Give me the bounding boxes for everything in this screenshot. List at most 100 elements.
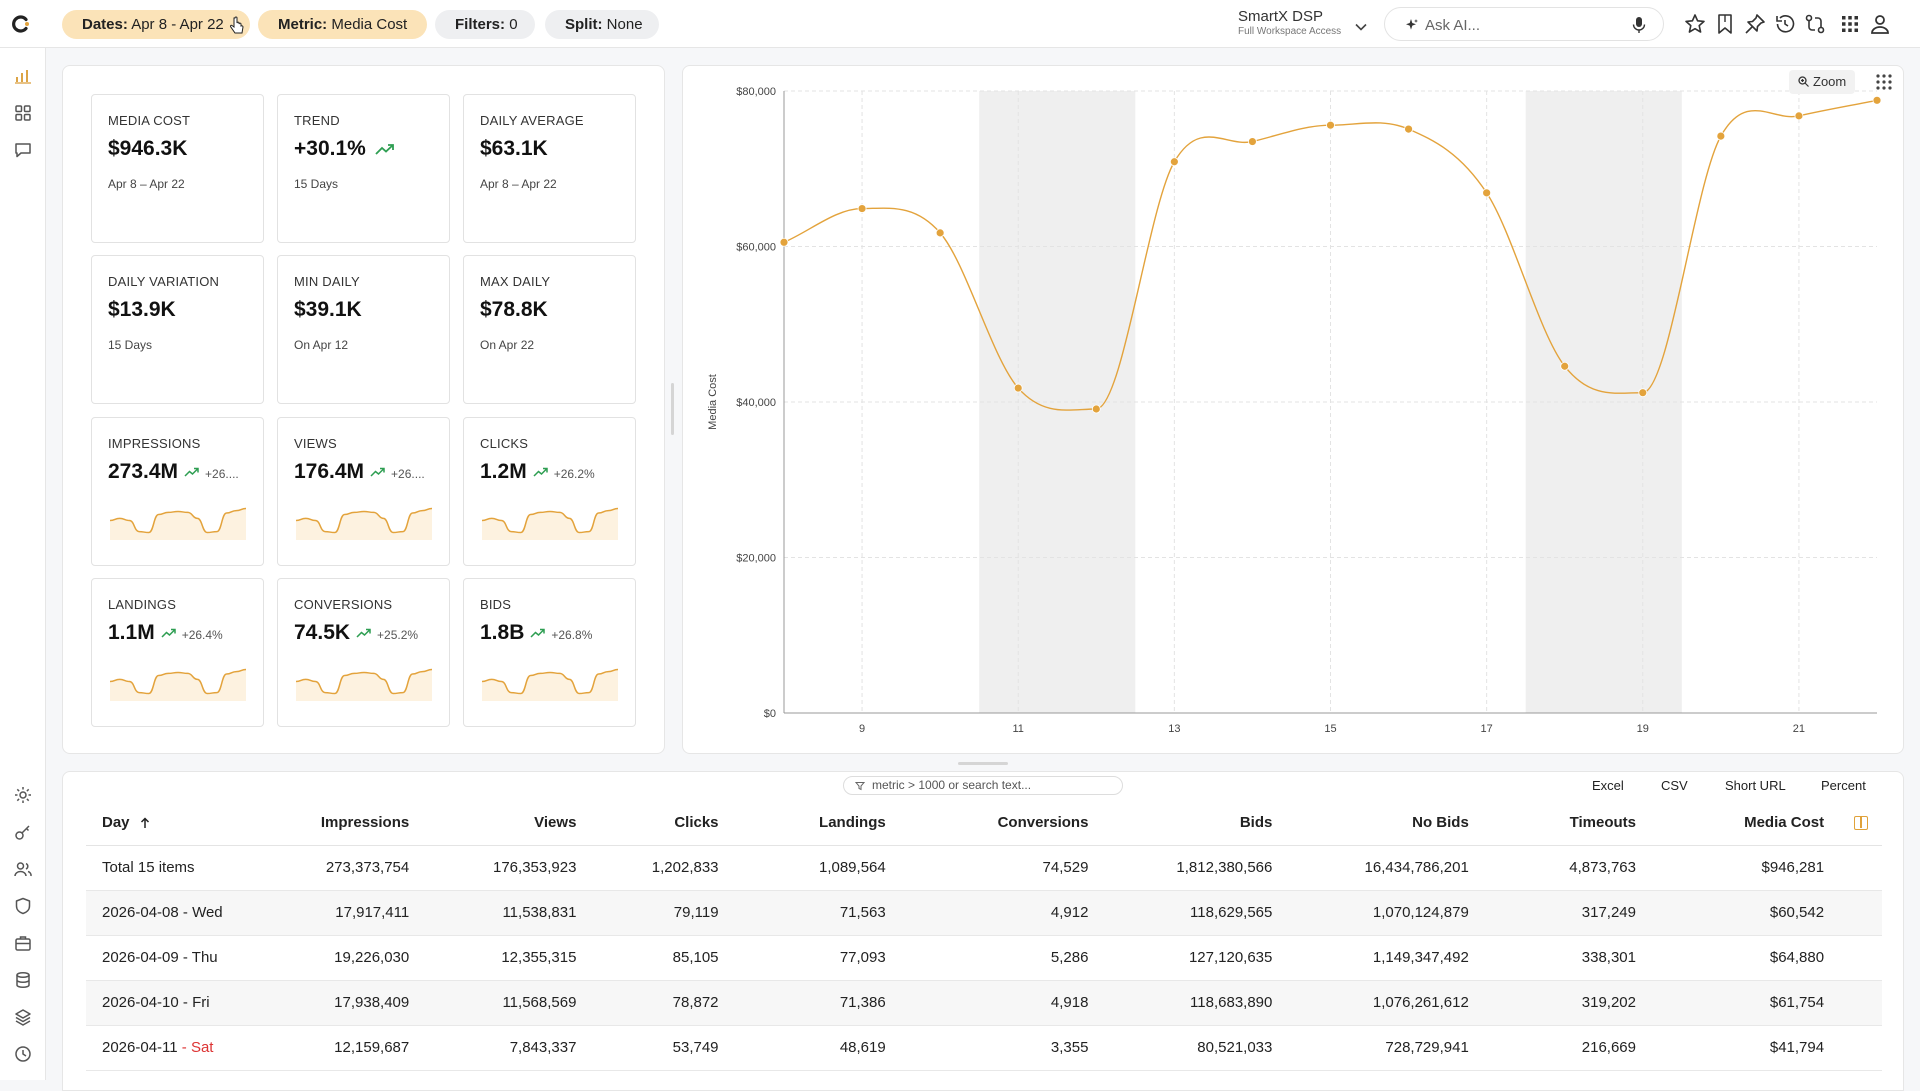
account-switcher[interactable]: SmartX DSP Full Workspace Access <box>1238 9 1368 41</box>
kpi-card-landings[interactable]: LANDINGS 1.1M +26.4% <box>91 578 264 727</box>
kpi-card-max-daily[interactable]: MAX DAILY $78.8K On Apr 22 <box>463 255 636 404</box>
history-icon[interactable] <box>1773 12 1797 36</box>
cell-media-cost: $60,542 <box>1652 890 1841 936</box>
app-logo-icon[interactable] <box>10 13 32 35</box>
y-tick-label: $80,000 <box>736 86 776 98</box>
dashboard-icon[interactable] <box>13 103 33 123</box>
pin-icon[interactable] <box>1743 12 1767 36</box>
kpi-card-min-daily[interactable]: MIN DAILY $39.1K On Apr 12 <box>277 255 450 404</box>
cell-clicks: 53,749 <box>592 1025 735 1071</box>
briefcase-icon[interactable] <box>13 933 33 953</box>
column-header-media-cost[interactable]: Media Cost <box>1652 800 1841 846</box>
column-header-views[interactable]: Views <box>425 800 593 846</box>
column-header-landings[interactable]: Landings <box>734 800 902 846</box>
chevron-down-icon <box>1355 23 1367 31</box>
shield-icon[interactable] <box>13 896 33 916</box>
apps-grid-icon[interactable] <box>1838 12 1862 36</box>
dates-filter-chip[interactable]: Dates: Apr 8 - Apr 22 <box>62 10 250 39</box>
kpi-card-trend[interactable]: TREND +30.1% 15 Days <box>277 94 450 243</box>
column-header-bids[interactable]: Bids <box>1104 800 1289 846</box>
column-header-conversions[interactable]: Conversions <box>901 800 1105 846</box>
sparkline-line <box>482 507 618 534</box>
chip-key: Filters: <box>455 16 506 33</box>
metric-filter-chip[interactable]: Metric: Media Cost <box>258 10 427 39</box>
ask-ai-input[interactable] <box>1425 14 1605 36</box>
zoom-button[interactable]: Zoom <box>1789 70 1855 94</box>
table-row[interactable]: 2026-04-10 - Fri 17,938,409 11,568,569 78,8… <box>86 980 1882 1026</box>
column-header-no-bids[interactable]: No Bids <box>1288 800 1485 846</box>
kpi-label: CLICKS <box>480 436 529 451</box>
sort-ascending-icon[interactable] <box>140 817 150 829</box>
mouse-cursor-icon <box>229 16 244 34</box>
users-icon[interactable] <box>13 859 33 879</box>
star-icon[interactable] <box>1683 12 1707 36</box>
settings-gear-icon[interactable] <box>13 785 33 805</box>
day-of-week: - Thu <box>178 949 218 966</box>
cell-landings: 77,093 <box>734 935 902 981</box>
user-profile-icon[interactable] <box>1868 12 1892 36</box>
table-filter-input[interactable]: metric > 1000 or search text... <box>843 776 1123 795</box>
kpi-subtext: On Apr 22 <box>480 338 535 352</box>
kpi-value: $946.3K <box>108 137 188 160</box>
sparkline-area <box>1405 27 1419 33</box>
column-header-timeouts[interactable]: Timeouts <box>1484 800 1652 846</box>
chip-key: Dates: <box>82 16 128 33</box>
table-row[interactable]: 2026-04-08 - Wed 17,917,411 11,538,831 79,1… <box>86 890 1882 936</box>
export-excel-button[interactable]: Excel <box>1592 778 1624 793</box>
cell-bids: 118,629,565 <box>1104 890 1289 936</box>
cell-views: 11,568,569 <box>425 980 593 1026</box>
table-total-row[interactable]: Total 15 items 273,373,754 176,353,923 1,20… <box>86 845 1882 891</box>
column-chooser[interactable] <box>1840 800 1882 846</box>
media-cost-line-chart[interactable]: $0 $20,000 $40,000 $60,000 $80,000 9 11 13 15 17 1… <box>682 65 1904 754</box>
database-icon[interactable] <box>13 970 33 990</box>
kpi-value: 273.4M +26.... <box>108 460 239 484</box>
y-axis-label: Media Cost <box>707 374 719 430</box>
kpi-card-bids[interactable]: BIDS 1.8B +26.8% <box>463 578 636 727</box>
columns-icon[interactable] <box>1854 815 1869 830</box>
table-row[interactable]: 2026-04-09 - Thu 19,226,030 12,355,315 85,1… <box>86 935 1882 981</box>
column-header-impressions[interactable]: Impressions <box>245 800 426 846</box>
kpi-value-text: 74.5K <box>294 621 351 644</box>
chart-options-grid-icon[interactable] <box>1875 73 1893 91</box>
chat-icon[interactable] <box>13 140 33 160</box>
panel-resize-handle-horizontal[interactable] <box>958 762 1008 765</box>
cell-views: 176,353,923 <box>425 845 593 891</box>
kpi-subtext: 15 Days <box>294 177 339 191</box>
kpi-label: MAX DAILY <box>480 274 551 289</box>
kpi-card-daily-variation[interactable]: DAILY VARIATION $13.9K 15 Days <box>91 255 264 404</box>
kpi-card-clicks[interactable]: CLICKS 1.2M +26.2% <box>463 417 636 566</box>
column-header-clicks[interactable]: Clicks <box>592 800 735 846</box>
x-tick-label: 15 <box>1324 723 1336 735</box>
cell-impressions: 17,938,409 <box>245 980 426 1026</box>
panel-resize-handle-vertical[interactable] <box>671 383 674 435</box>
kpi-card-views[interactable]: VIEWS 176.4M +26.... <box>277 417 450 566</box>
table-row[interactable]: 2026-04-11 - Sat 12,159,687 7,843,337 53,74… <box>86 1025 1882 1071</box>
kpi-label: VIEWS <box>294 436 337 451</box>
clock-icon[interactable] <box>13 1044 33 1064</box>
cell-day: Total 15 items <box>86 845 246 891</box>
export-csv-button[interactable]: CSV <box>1661 778 1688 793</box>
compare-icon[interactable] <box>1803 12 1827 36</box>
data-point <box>1872 95 1882 105</box>
cell-impressions: 19,226,030 <box>245 935 426 981</box>
kpi-card-daily-average[interactable]: DAILY AVERAGE $63.1K Apr 8 – Apr 22 <box>463 94 636 243</box>
bookmark-icon[interactable] <box>1713 12 1737 36</box>
filters-chip[interactable]: Filters: 0 <box>435 10 535 39</box>
kpi-card-conversions[interactable]: CONVERSIONS 74.5K +25.2% <box>277 578 450 727</box>
microphone-icon[interactable] <box>1631 16 1647 34</box>
column-header-day[interactable]: Day <box>86 800 246 846</box>
key-icon[interactable] <box>13 822 33 842</box>
kpi-label: BIDS <box>480 597 512 612</box>
split-chip[interactable]: Split: None <box>545 10 659 39</box>
layers-icon[interactable] <box>13 1007 33 1027</box>
bar-chart-icon[interactable] <box>13 66 33 86</box>
column-label: Day <box>102 813 130 831</box>
y-tick-label: $20,000 <box>736 553 776 565</box>
cell-spacer <box>1840 1025 1882 1071</box>
short-url-button[interactable]: Short URL <box>1725 778 1786 793</box>
x-tick-label: 11 <box>1013 723 1024 735</box>
cell-media-cost: $946,281 <box>1652 845 1841 891</box>
kpi-card-media-cost[interactable]: MEDIA COST $946.3K Apr 8 – Apr 22 <box>91 94 264 243</box>
percent-toggle[interactable]: Percent <box>1821 778 1866 793</box>
kpi-card-impressions[interactable]: IMPRESSIONS 273.4M +26.... <box>91 417 264 566</box>
